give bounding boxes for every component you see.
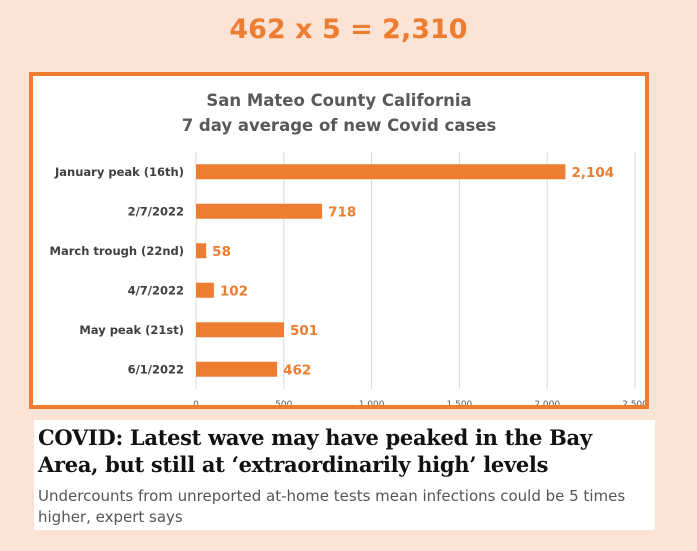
chart-title: San Mateo County California [206,91,472,110]
bar-chart-plot: 0 500 1,000 1,500 2,000 2,500 January peak (16… [50,152,645,405]
category-label: 2/7/2022 [128,204,184,218]
article-subtitle: Undercounts from unreported at-home test… [38,487,626,526]
bar [196,203,323,219]
x-tick-label: 500 [275,400,292,405]
x-tick-label: 1,000 [359,400,385,405]
data-label: 102 [220,283,248,299]
data-label: 58 [212,244,231,260]
category-label: May peak (21st) [79,323,184,337]
category-label: January peak (16th) [54,165,184,179]
x-tick-label: 2,000 [534,400,560,405]
x-tick-label: 0 [193,400,199,405]
data-label: 718 [328,204,356,220]
chart-subtitle: 7 day average of new Covid cases [181,116,497,135]
category-label: March trough (22nd) [50,244,185,258]
bar [196,282,214,298]
bar [196,322,284,338]
chart-title-block: San Mateo County California 7 day averag… [33,88,645,138]
data-label: 2,104 [571,165,614,181]
chart-panel: San Mateo County California 7 day averag… [29,72,649,409]
data-label: 462 [283,362,311,378]
article-title[interactable]: COVID: Latest wave may have peaked in th… [38,425,592,477]
bar [196,361,278,377]
x-tick-label: 1,500 [447,400,473,405]
data-label: 501 [290,323,318,339]
headline-equation: 462 x 5 = 2,310 [229,14,468,45]
bar [196,164,566,180]
bar [196,243,207,259]
category-label: 6/1/2022 [128,362,184,376]
article-card: COVID: Latest wave may have peaked in th… [34,420,655,530]
x-tick-label: 2,500 [622,400,645,405]
category-label: 4/7/2022 [128,283,184,297]
